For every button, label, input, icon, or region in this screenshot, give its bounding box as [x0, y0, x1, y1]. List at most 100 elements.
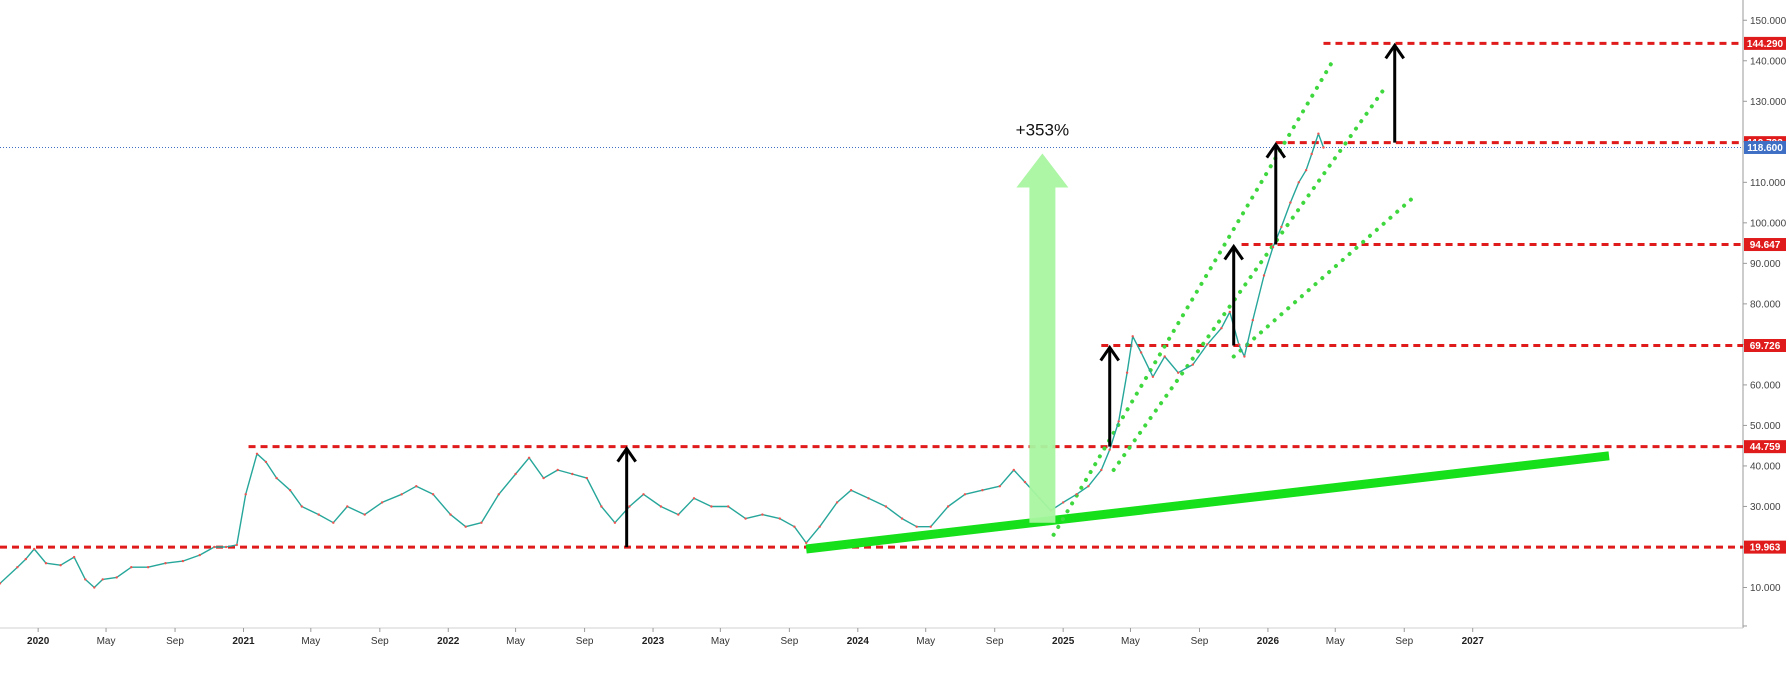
price-point: [1304, 169, 1308, 172]
y-tick-label: 60.000: [1750, 380, 1781, 391]
price-point: [224, 545, 228, 549]
price-point: [1075, 493, 1078, 496]
price-point: [542, 476, 545, 480]
price-point: [255, 452, 259, 455]
price-point: [115, 576, 118, 579]
price-point: [915, 525, 918, 528]
x-tick-label: May: [1326, 636, 1345, 647]
x-tick-label: 2024: [847, 636, 870, 647]
price-point: [275, 476, 278, 480]
price-point: [884, 505, 888, 508]
target-arrowhead: [1384, 42, 1405, 60]
price-point: [72, 555, 76, 559]
y-tick-label: 50.000: [1750, 421, 1781, 432]
gain-label: +353%: [1016, 121, 1069, 140]
trendlines: [805, 54, 1610, 554]
price-point: [164, 562, 167, 565]
price-point: [146, 566, 150, 569]
price-point: [793, 525, 796, 528]
x-tick-label: Sep: [1191, 636, 1209, 647]
y-tick-label: 140.000: [1750, 56, 1787, 67]
price-point: [849, 489, 853, 492]
price-point: [59, 564, 62, 567]
price-point: [415, 485, 418, 488]
price-point: [16, 566, 19, 569]
x-tick-label: 2021: [232, 636, 255, 647]
level-price-tag: [1744, 36, 1786, 50]
price-point: [600, 505, 603, 508]
price-point: [480, 521, 483, 524]
price-point: [677, 513, 680, 516]
price-point: [300, 505, 303, 508]
y-tick-label: 80.000: [1750, 299, 1781, 310]
x-tick-label: 2023: [642, 636, 665, 647]
x-tick-label: May: [506, 636, 525, 647]
price-point: [1191, 363, 1195, 366]
x-tick-label: Sep: [780, 636, 798, 647]
price-point: [659, 505, 663, 508]
price-point: [514, 472, 517, 476]
price-point: [449, 513, 452, 516]
price-point: [1310, 152, 1313, 156]
price-point: [946, 505, 950, 508]
x-tick-label: May: [1121, 636, 1140, 647]
x-tick-label: Sep: [371, 636, 389, 647]
level-price-tag: [1744, 540, 1786, 554]
price-point: [727, 505, 730, 508]
y-tick-label: 30.000: [1750, 502, 1781, 513]
price-point: [130, 566, 133, 569]
price-point: [84, 578, 87, 581]
level-price-label: 44.759: [1750, 442, 1781, 453]
price-point: [44, 562, 48, 565]
price-point: [101, 578, 104, 581]
current-price-tag: [1744, 140, 1786, 154]
price-point: [1087, 485, 1090, 488]
x-tick-label: 2025: [1052, 636, 1075, 647]
price-point: [1289, 201, 1292, 204]
price-point: [1062, 501, 1065, 504]
level-price-tag: [1744, 338, 1786, 352]
dotted-channel-line: [1051, 54, 1338, 537]
annotations: +353%: [616, 42, 1405, 548]
price-point: [835, 501, 839, 504]
price-point: [1271, 245, 1275, 249]
y-tick-label: 150.000: [1750, 16, 1787, 27]
x-tick-label: 2027: [1462, 636, 1485, 647]
price-point: [998, 485, 1001, 488]
price-point: [867, 497, 870, 500]
price-point: [346, 505, 349, 508]
x-tick-label: 2020: [27, 636, 50, 647]
price-point: [1228, 310, 1232, 314]
price-point: [1139, 351, 1143, 354]
y-tick-label: 40.000: [1750, 461, 1781, 472]
price-point: [0, 582, 2, 585]
price-point: [778, 517, 781, 520]
price-point: [24, 557, 27, 561]
price-point: [1237, 343, 1241, 346]
x-tick-label: Sep: [1395, 636, 1413, 647]
price-point: [380, 501, 384, 504]
x-tick-label: May: [916, 636, 935, 647]
y-tick-label: 130.000: [1750, 97, 1787, 108]
dotted-channel-line: [1231, 196, 1415, 359]
resistance-levels: [0, 41, 1743, 549]
price-point: [613, 521, 617, 524]
price-point: [363, 513, 366, 516]
price-point: [1262, 274, 1266, 277]
price-point: [431, 493, 435, 496]
y-tick-label: 100.000: [1750, 218, 1787, 229]
price-point: [710, 505, 713, 508]
price-point: [1220, 327, 1223, 330]
target-arrowhead: [616, 446, 637, 463]
price-point: [1177, 371, 1180, 374]
price-point: [317, 513, 320, 516]
price-point: [929, 525, 932, 528]
x-tick-label: Sep: [166, 636, 184, 647]
price-point: [288, 489, 292, 492]
price-point: [1117, 420, 1120, 423]
price-point: [1297, 181, 1301, 184]
price-point: [497, 493, 500, 496]
axes: [0, 0, 1747, 632]
